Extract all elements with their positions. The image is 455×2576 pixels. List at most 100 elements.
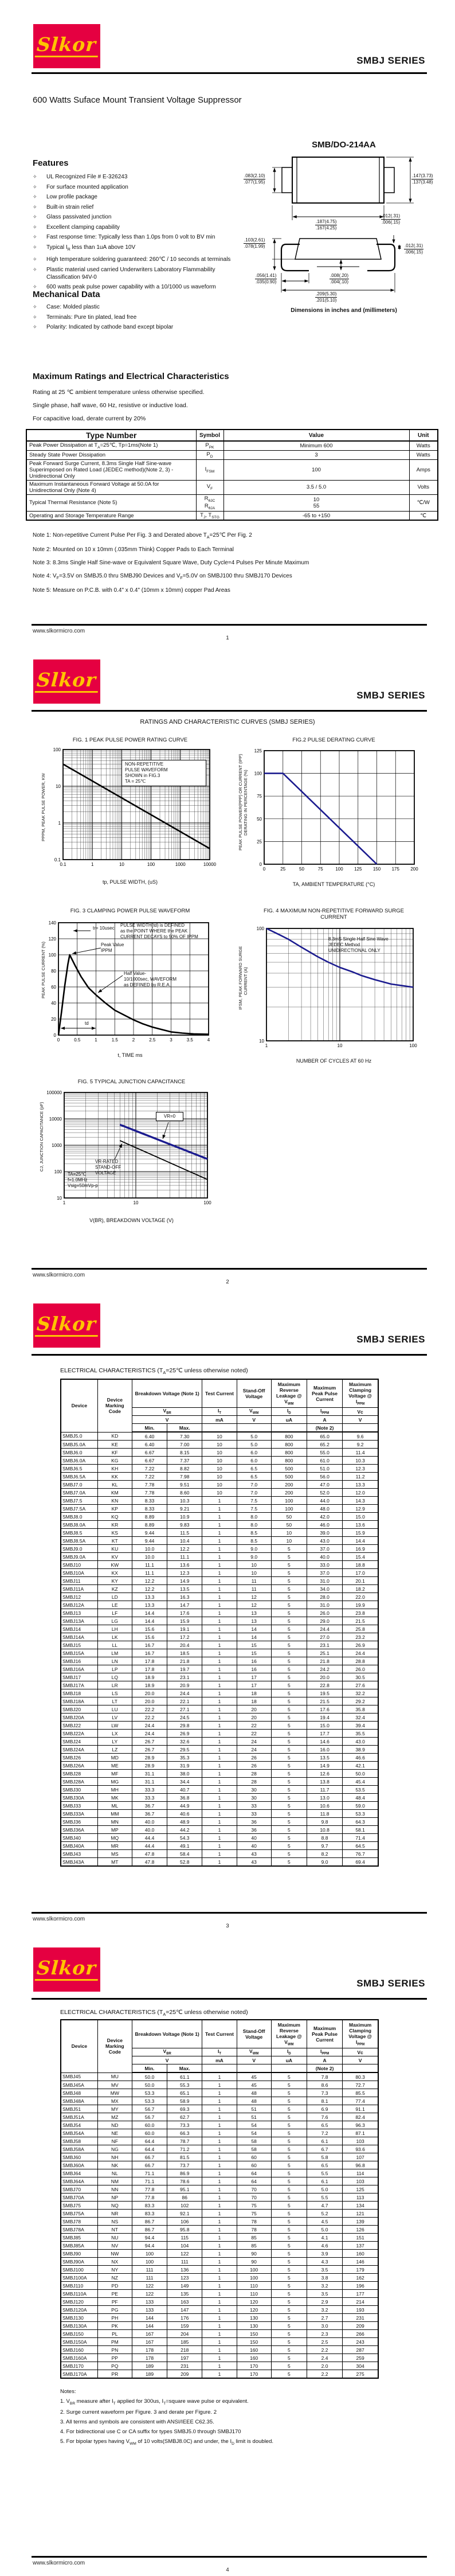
spec-row: SMBJ130A PK 144 159 1 130 5 3.0 209 [60,2321,379,2330]
spec-row: SMBJ60 NH 66.7 81.5 1 60 5 5.8 107 [60,2153,379,2161]
fig5: FIG. 5 TYPICAL JUNCTION CAPACITANCE 1 10 1… [36,1079,227,1235]
diamond-bullet-icon: ✧ [33,234,37,240]
package-caption: Dimensions in inches and (millimeters) [291,307,397,314]
spec-row: SMBJ170 PQ 189 231 1 170 5 2.0 304 [60,2362,379,2370]
spec-row: SMBJ54 ND 60.0 73.3 1 54 5 6.5 96.3 [60,2121,379,2129]
footer-rule [32,624,427,626]
spec-row: SMBJ110 PD 122 149 1 110 5 3.2 196 [60,2281,379,2290]
slkor-logo: Slkor [33,24,100,68]
spec-row: SMBJ160A PP 178 197 1 160 5 2.4 259 [60,2353,379,2362]
footer-url[interactable]: www.slkormicro.com [33,2560,85,2566]
svg-text:50: 50 [257,817,262,822]
mechanical-heading: Mechanical Data [33,290,100,299]
spec-col-header: Device Marking Code [97,2019,132,2073]
package-drawing: SMB/DO-214AA [244,140,444,335]
series-title: SMBJ SERIES [356,1334,425,1345]
svg-text:100: 100 [53,747,61,752]
spec-row: SMBJ22A LX 24.4 26.9 1 22 5 17.7 35.5 [60,1729,379,1738]
spec-col-header [236,1423,272,1433]
fig1-title: FIG. 1 PEAK PULSE POWER RATING CURVE [72,737,188,743]
spec-row: SMBJ78 NS 86.7 106 1 78 5 4.5 139 [60,2217,379,2226]
spec-col-header: V [131,1415,203,1424]
fig2-title: FIG.2 PULSE DERATING CURVE [292,737,375,743]
spec-col-header [270,1423,307,1433]
spec-note: 2. Surge current waveform per Figure. 3 … [60,2409,217,2415]
spec-row: SMBJ11A KZ 12.2 13.5 1 11 5 34.0 18.2 [60,1584,379,1593]
spec-col-header: Test Current [202,1379,237,1408]
spec-row: SMBJ7.5 KN 8.33 10.3 1 7.5 100 44.0 14.3 [60,1496,379,1505]
spec-col-header: V [236,1415,272,1424]
footer-rule [32,1912,427,1914]
svg-text:10: 10 [57,1196,62,1201]
spec-col-header: Device [60,2019,98,2073]
spec-col-header: Maximum Clamping Voltage @ IPPM [342,2019,379,2048]
spec-row: SMBJ13 LF 14.4 17.6 1 13 5 26.0 23.8 [60,1609,379,1617]
spec-row: SMBJ24 LY 26.7 32.6 1 24 5 14.6 43.0 [60,1737,379,1746]
spec-col-header: Maximum Reverse Leakage @ VWM [270,2019,307,2048]
features-list: ✧ UL Recognized File # E-326243 ✧ For surfa… [33,173,239,294]
spec-col-header: ID [270,2048,307,2056]
spec-row: SMBJ6.0A KG 6.67 7.37 10 6.0 800 61.0 10.3 [60,1456,379,1465]
footer-url[interactable]: www.slkormicro.com [33,1916,85,1922]
spec-row: SMBJ33A MM 36.7 40.6 1 33 5 11.8 53.3 [60,1809,379,1818]
ratings-col-header: Type Number [26,429,197,442]
spec-row: SMBJ58A NG 64.4 71.2 1 58 5 6.7 93.6 [60,2145,379,2153]
fig4-title-line2: CURRENT [320,914,347,920]
mechanical-item: ✧ Polarity: Indicated by cathode band exc… [33,324,174,330]
spec-row: SMBJ100 NY 111 136 1 100 5 3.5 179 [60,2265,379,2274]
fig4-canvas: 1 10 100 10 100 8.3mS Single Half Sine Wave … [238,923,430,1056]
spec-row: SMBJ17A LR 18.9 20.9 1 17 5 22.8 27.6 [60,1681,379,1689]
footer-url[interactable]: www.slkormicro.com [33,1272,85,1278]
spec-row: SMBJ10 KW 11.1 13.6 1 10 5 33.0 18.8 [60,1560,379,1569]
spec-row: SMBJ18A LT 20.0 22.1 1 18 5 21.5 29.2 [60,1697,379,1705]
spec-row: SMBJ75 NQ 83.3 102 1 75 5 4.7 134 [60,2201,379,2210]
spec-row: SMBJ58 NF 64.4 78.7 1 58 5 6.1 103 [60,2137,379,2145]
rating-condition-3: For capacitive load, derate current by 2… [33,415,146,422]
spec-row: SMBJ8.5 KS 9.44 11.5 1 8.5 10 39.0 15.9 [60,1528,379,1537]
spec-col-header: Min. [131,1423,168,1433]
features-heading: Features [33,158,69,168]
spec-row: SMBJ17 LQ 18.9 23.1 1 17 5 20.0 30.5 [60,1673,379,1681]
slkor-logo-text: Slkor [34,33,99,57]
spec-row: SMBJ26 MD 28.9 35.3 1 26 5 13.5 46.6 [60,1753,379,1762]
fig5-canvas: 1 10 100 10 100 1000 10000 100000 VR=0 VR-RATED… [36,1088,227,1215]
ratings-col-header: Value [223,429,410,442]
package-outline-svg [272,157,414,292]
spec-row: SMBJ51 MY 56.7 69.3 1 51 5 6.9 91.1 [60,2105,379,2113]
spec-notes-title: Notes: [60,2388,76,2395]
spec-col-header [270,2064,307,2073]
spec-row: SMBJ30A MK 33.3 36.8 1 30 5 13.0 48.4 [60,1793,379,1802]
spec-col-header [202,1423,237,1433]
svg-text:100: 100 [49,953,57,958]
svg-text:20: 20 [51,1017,56,1022]
svg-text:10: 10 [338,1043,343,1048]
spec-col-header: VBR [131,2048,203,2056]
feature-item: ✧ High temperature soldering guaranteed: … [33,256,231,263]
ratings-notes: Note 1: Non-repetitive Current Pulse Per… [33,532,309,600]
footer-url[interactable]: www.slkormicro.com [33,628,85,634]
fig4-ylabel-line2: CURRENT (A) [243,967,248,995]
spec-row: SMBJ6.0 KF 6.67 8.15 10 6.0 800 55.0 11.4 [60,1448,379,1457]
diamond-bullet-icon: ✧ [33,214,37,220]
slkor-logo-text: Slkor [34,1313,99,1337]
spec-row: SMBJ90A NX 100 111 1 90 5 4.3 146 [60,2257,379,2266]
spec-row: SMBJ90 NW 100 122 1 90 5 3.9 160 [60,2249,379,2258]
fig3-td-annotation: td [85,1021,89,1026]
ratings-row: Peak Forward Surge Current, 8.3ms Single… [26,459,438,481]
svg-text:10: 10 [119,862,124,867]
spec-row: SMBJ20A LV 22.2 24.5 1 20 5 19.4 32.4 [60,1713,379,1722]
spec-row: SMBJ130 PH 144 176 1 130 5 2.7 231 [60,2313,379,2322]
fig3-peak-annotation: Peak Value IPPM [101,942,124,953]
diamond-bullet-icon: ✧ [33,224,37,230]
svg-text:10: 10 [134,1200,139,1205]
spec-row: SMBJ20 LU 22.2 27.1 1 20 5 17.6 35.8 [60,1705,379,1714]
spec-col-header: uA [270,2056,307,2064]
spec-col-header: IPPM [306,1407,343,1416]
svg-text:10000: 10000 [49,1117,62,1122]
spec-col-header: V [236,2056,272,2064]
spec-notes-list: 1. VBR measure after IT applied for 300u… [60,2398,273,2446]
spec-row: SMBJ45 MU 50.0 61.1 1 45 5 7.8 80.3 [60,2072,379,2081]
mechanical-item: ✧ Case: Molded plastic [33,304,100,310]
footer-rule [32,2556,427,2558]
spec-row: SMBJ28 MF 31.1 38.0 1 28 5 12.6 50.0 [60,1769,379,1778]
